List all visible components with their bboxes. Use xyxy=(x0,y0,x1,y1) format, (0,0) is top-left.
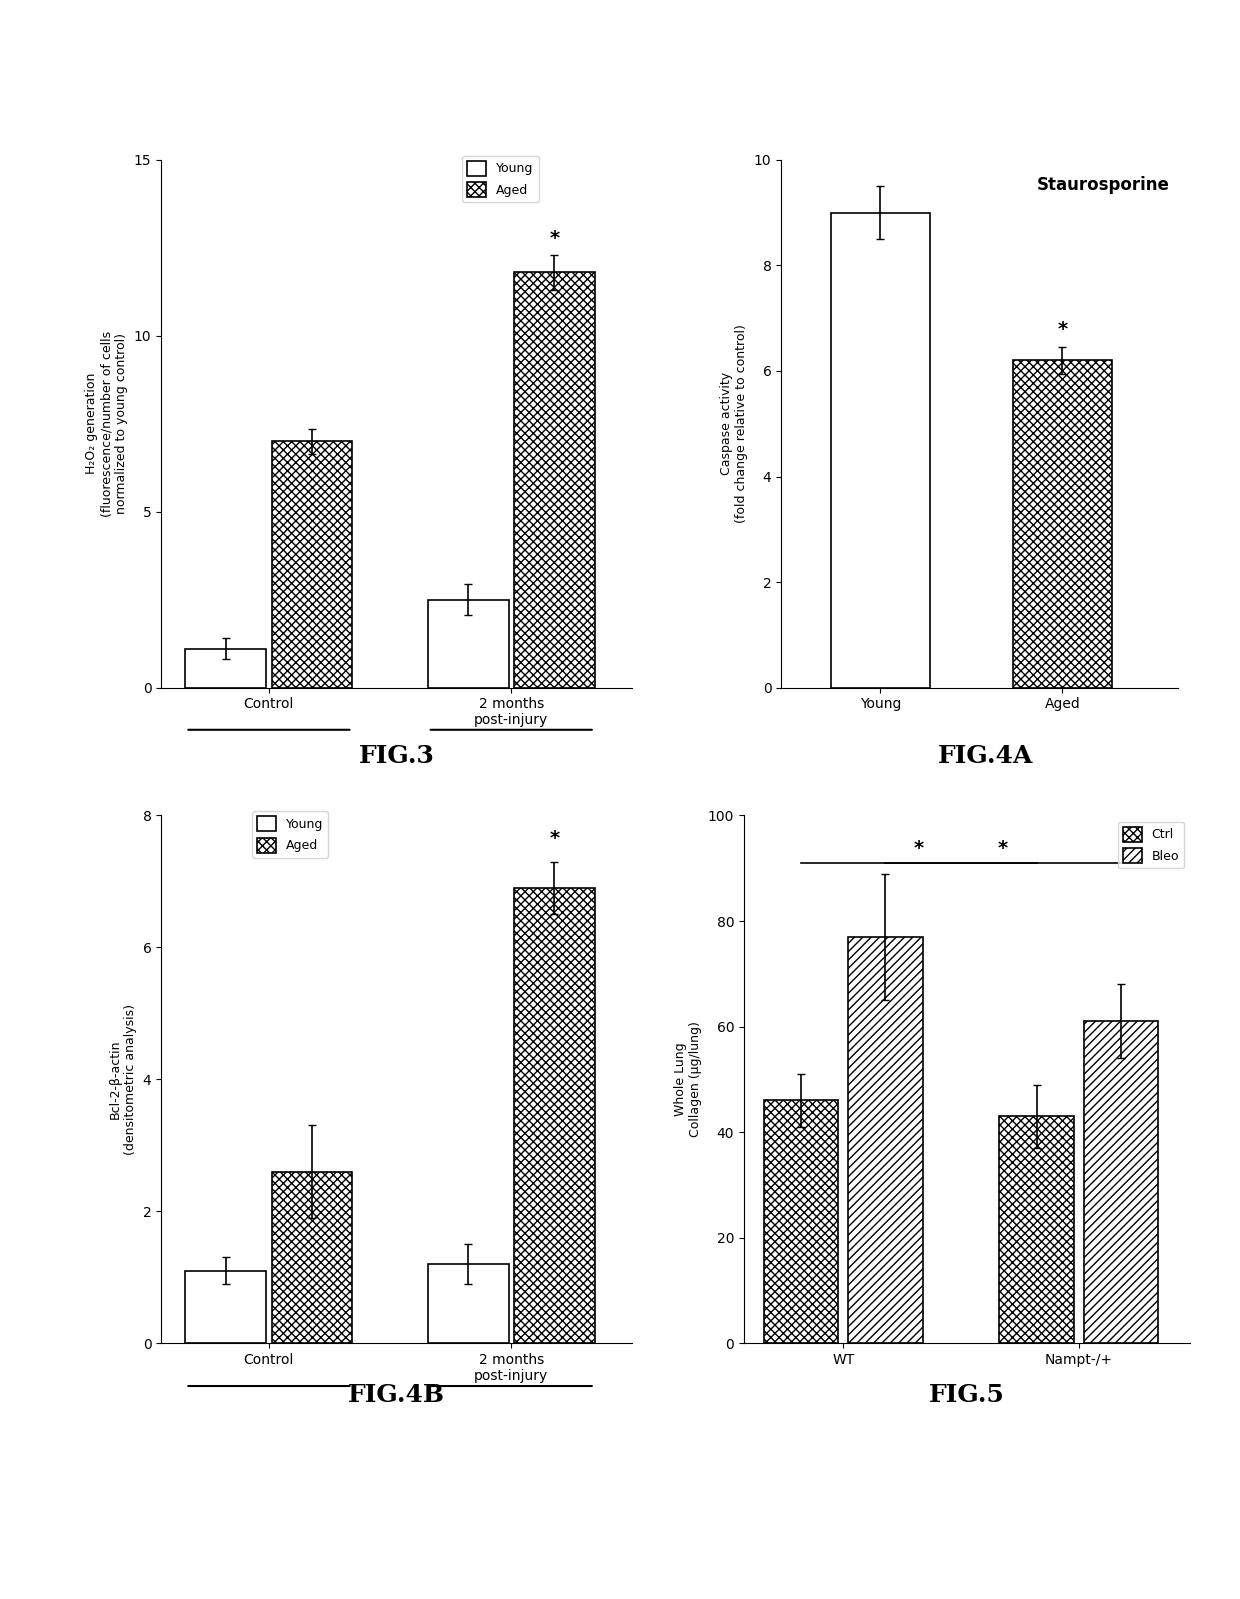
Legend: Ctrl, Bleo: Ctrl, Bleo xyxy=(1118,822,1184,868)
Text: FIG.3: FIG.3 xyxy=(358,744,435,768)
Legend: Young, Aged: Young, Aged xyxy=(252,811,329,859)
Y-axis label: Whole Lung
Collagen (μg/lung): Whole Lung Collagen (μg/lung) xyxy=(675,1022,702,1137)
Text: FIG.5: FIG.5 xyxy=(929,1383,1006,1407)
Bar xyxy=(428,1263,508,1343)
Bar xyxy=(848,937,923,1343)
Text: *: * xyxy=(549,229,559,248)
Text: FIG.4A: FIG.4A xyxy=(939,744,1033,768)
Bar xyxy=(831,213,930,688)
Y-axis label: Caspase activity
(fold change relative to control): Caspase activity (fold change relative t… xyxy=(720,325,748,523)
Bar xyxy=(186,1271,267,1343)
Bar xyxy=(513,887,595,1343)
Bar xyxy=(1013,360,1112,688)
Bar xyxy=(428,600,508,688)
Y-axis label: Bcl-2-β-actin
(densitometric analysis): Bcl-2-β-actin (densitometric analysis) xyxy=(109,1004,138,1154)
Legend: Young, Aged: Young, Aged xyxy=(463,155,538,203)
Bar xyxy=(1084,1022,1158,1343)
Y-axis label: H₂O₂ generation
(fluorescence/number of cells
normalized to young control): H₂O₂ generation (fluorescence/number of … xyxy=(86,331,128,516)
Bar xyxy=(513,272,595,688)
Bar xyxy=(186,649,267,688)
Text: *: * xyxy=(1058,320,1068,339)
Text: *: * xyxy=(998,839,1008,857)
Text: Staurosporine: Staurosporine xyxy=(1037,176,1171,193)
Bar xyxy=(272,441,352,688)
Text: *: * xyxy=(914,839,924,857)
Text: FIG.4B: FIG.4B xyxy=(348,1383,445,1407)
Bar xyxy=(999,1116,1074,1343)
Text: *: * xyxy=(549,830,559,849)
Bar xyxy=(764,1100,838,1343)
Bar xyxy=(272,1172,352,1343)
